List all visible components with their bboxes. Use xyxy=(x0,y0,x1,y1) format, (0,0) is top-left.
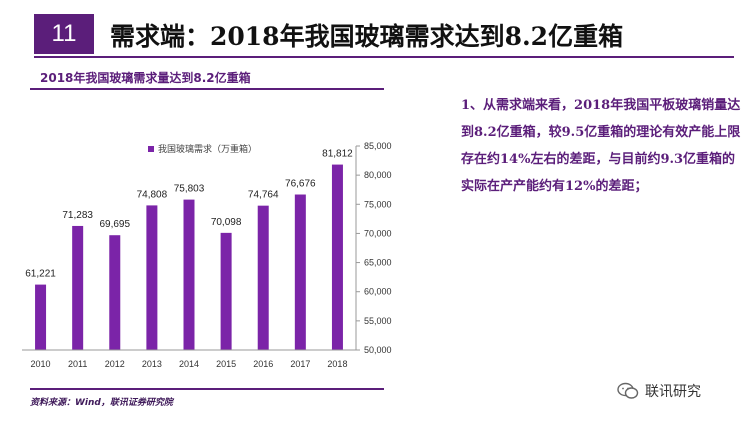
x-tick-label: 2011 xyxy=(68,359,87,369)
chart-heading-divider xyxy=(30,88,384,90)
y-tick-label: 60,000 xyxy=(364,287,392,297)
data-label: 74,808 xyxy=(137,189,168,200)
x-tick-label: 2014 xyxy=(179,359,199,369)
x-tick-label: 2013 xyxy=(142,359,162,369)
x-tick-label: 2016 xyxy=(253,359,273,369)
data-label: 75,803 xyxy=(174,184,205,195)
x-tick-label: 2018 xyxy=(327,359,347,369)
y-tick-label: 55,000 xyxy=(364,316,392,326)
source-note: 资料来源：Wind，联讯证券研究院 xyxy=(30,398,173,408)
y-tick-label: 75,000 xyxy=(364,199,392,209)
legend-label: 我国玻璃需求（万重箱） xyxy=(158,143,257,155)
slide-number: 11 xyxy=(34,14,94,54)
bar xyxy=(35,284,47,350)
data-label: 74,764 xyxy=(248,190,279,201)
data-label: 81,812 xyxy=(322,149,353,160)
chart-heading: 2018年我国玻璃需求量达到8.2亿重箱 xyxy=(40,71,251,85)
bar xyxy=(183,199,195,350)
data-label: 69,695 xyxy=(99,219,130,230)
brand-watermark: 联讯研究 xyxy=(617,381,701,401)
bar xyxy=(220,232,232,350)
y-tick-label: 65,000 xyxy=(364,258,392,268)
legend-swatch xyxy=(148,146,154,152)
x-tick-label: 2012 xyxy=(105,359,125,369)
y-tick-label: 80,000 xyxy=(364,170,392,180)
x-tick-label: 2017 xyxy=(290,359,310,369)
bar xyxy=(146,205,158,350)
y-tick-label: 70,000 xyxy=(364,228,392,238)
bar xyxy=(257,205,269,350)
chart-bottom-divider xyxy=(30,388,384,390)
bar xyxy=(72,225,84,350)
y-tick-label: 85,000 xyxy=(364,141,392,151)
bar xyxy=(109,235,121,350)
data-label: 71,283 xyxy=(62,210,93,221)
data-label: 70,098 xyxy=(211,217,242,228)
commentary-text: 1、从需求端来看，2018年我国平板玻璃销量达到8.2亿重箱，较9.5亿重箱的理… xyxy=(461,98,741,194)
bar xyxy=(331,164,343,350)
data-label: 76,676 xyxy=(285,179,316,190)
slide-title: 需求端：2018年我国玻璃需求达到8.2亿重箱 xyxy=(110,22,624,51)
title-divider xyxy=(34,56,734,58)
brand-name: 联讯研究 xyxy=(645,384,701,400)
wechat-icon xyxy=(617,382,639,399)
y-tick-label: 50,000 xyxy=(364,345,392,355)
x-tick-label: 2015 xyxy=(216,359,236,369)
x-tick-label: 2010 xyxy=(31,359,51,369)
bar xyxy=(294,194,306,350)
data-label: 61,221 xyxy=(25,269,56,280)
